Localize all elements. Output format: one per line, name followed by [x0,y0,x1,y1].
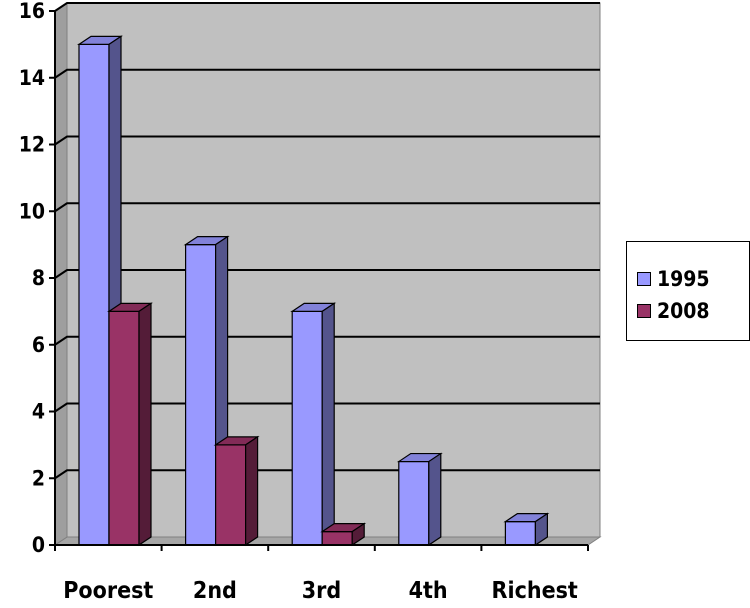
y-axis-ticks: 0 2 4 6 8 10 12 14 16 [19,0,55,557]
bar-2008-poorest [107,302,153,547]
bar-1995-4th [396,452,443,547]
x-category-label: 4th [409,578,448,604]
bar-side [428,452,442,547]
bar-1995-richest [503,512,550,547]
bar-side [321,302,335,547]
bar-side [138,302,152,547]
bar-side [245,435,259,547]
y-tick-label: 14 [19,66,45,90]
y-tick-label: 6 [32,333,45,357]
y-tick-label: 12 [19,133,45,157]
bar-front [78,43,110,546]
x-category-label: Poorest [63,578,153,604]
legend-swatch-1995 [637,272,651,286]
x-axis-categories: Poorest 2nd 3rd 4th Richest [54,545,589,604]
bar-side [351,522,365,547]
bar-front [321,531,353,546]
gridline-4 [54,402,600,413]
bar-front [108,310,140,546]
y-tick-label: 16 [19,0,45,23]
bar-front [185,244,217,546]
bar-front [398,460,430,546]
x-category-label: Richest [492,578,578,604]
bar-1995-3rd [290,302,337,547]
gridline-16 [54,2,600,12]
x-category-label: 2nd [193,578,237,604]
y-tick-label: 8 [32,266,45,290]
y-tick-label: 10 [19,199,45,223]
legend-label-1995: 1995 [657,267,710,291]
gridline-10 [54,202,600,213]
gridline-14 [54,68,600,79]
bar-2008-2nd [213,435,260,547]
bar-front [291,310,323,546]
legend-label-2008: 2008 [657,299,710,323]
y-tick-label: 2 [32,466,45,490]
legend-item-1995: 1995 [637,267,710,291]
y-tick-label: 4 [32,400,45,424]
gridline-6 [54,335,600,346]
bar-front [504,521,536,546]
y-tick-label: 0 [32,533,45,557]
legend-item-2008: 2008 [637,299,710,323]
bar-side [534,512,549,547]
legend: 1995 2008 [626,241,750,341]
bar-2008-3rd [320,522,367,547]
bar-front [215,444,247,546]
legend-swatch-2008 [637,304,651,318]
gridline-12 [54,135,600,146]
bars [77,35,550,547]
gridlines [54,2,600,480]
x-category-label: 3rd [302,578,341,604]
gridline-8 [54,269,600,279]
